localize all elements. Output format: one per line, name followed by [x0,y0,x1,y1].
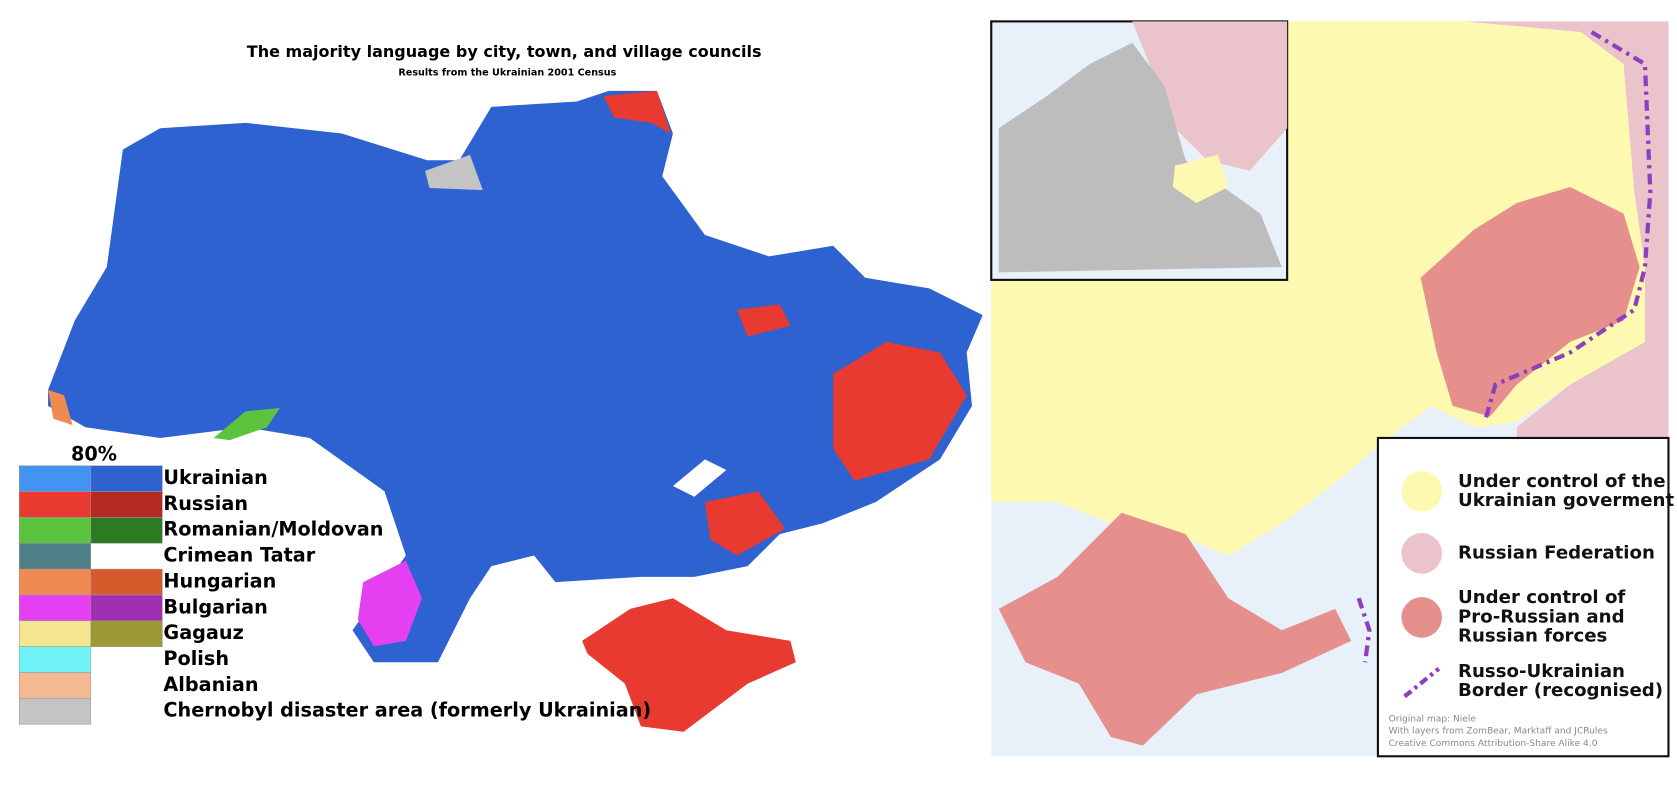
legend-swatch [18,543,92,570]
legend-label: Ukrainian goverment [1458,490,1674,511]
legend-label: Polish [163,647,229,670]
legend-swatch [1403,667,1441,699]
language-map: The majority language by city, town, and… [18,42,983,732]
russian-area [737,304,791,337]
legend-swatch [18,568,92,596]
legend-swatch [18,517,92,544]
legend-swatch [90,517,163,544]
water [672,459,727,497]
legend-swatch [90,594,163,622]
romanian-area [213,408,280,441]
inset-russia [1132,21,1288,171]
legend-swatch [18,646,92,673]
legend-swatch [18,698,92,725]
russian-area [603,90,671,134]
legend-header: 80% [71,443,117,466]
chernobyl-area [425,154,483,191]
legend-swatch [18,465,92,492]
legend-swatch [18,491,92,518]
legend-label: Russian [163,492,248,515]
legend-label: Pro-Russian and [1458,606,1625,627]
credit: Creative Commons Attribution-Share Alike… [1389,739,1598,749]
legend-swatch [90,620,163,647]
legend-label: Gagauz [163,621,243,644]
legend-label: Chernobyl disaster area (formerly Ukrain… [163,699,651,722]
border-line [1356,597,1372,663]
map-title: The majority language by city, town, and… [247,42,762,61]
legend-swatch [18,594,92,622]
legend-swatch [18,672,92,699]
occupied-donbas [1420,186,1640,417]
russian-area [833,341,967,481]
legend-label: Border (recognised) [1458,680,1663,701]
border-line [1482,30,1653,423]
legend-swatch [1401,533,1443,574]
legend-label: Under control of the [1458,471,1666,492]
legend-label: Romanian/Moldovan [163,518,383,541]
legend-swatch [90,568,163,596]
map-subtitle: Results from the Ukrainian 2001 Census [398,68,616,79]
occupied-crimea [998,512,1352,746]
legend-label: Crimean Tatar [163,544,315,567]
legend-label: Ukrainian [163,466,267,489]
legend-swatch [90,465,163,492]
credit: Original map: Niele [1389,714,1477,724]
credit: With layers from ZomBear, Marktaff and J… [1389,727,1608,737]
inset-europe [998,42,1282,273]
hungarian-area [48,389,73,426]
inset-ukraine [1172,154,1229,203]
legend-swatch [1401,471,1443,512]
legend-swatch [18,620,92,647]
legend-label: Albanian [163,673,258,696]
legend-label: Russian forces [1458,626,1607,647]
legend-swatch [1401,597,1443,638]
legend-label: Hungarian [163,569,276,592]
legend-label: Under control of [1458,587,1626,608]
legend-label: Bulgarian [163,595,267,618]
legend-label: Russian Federation [1458,542,1655,563]
russian-area [704,491,786,556]
legend-label: Russo-Ukrainian [1458,661,1625,682]
bulgarian-area [357,560,422,647]
crimea-shape [582,598,796,732]
legend-swatch [90,491,163,518]
